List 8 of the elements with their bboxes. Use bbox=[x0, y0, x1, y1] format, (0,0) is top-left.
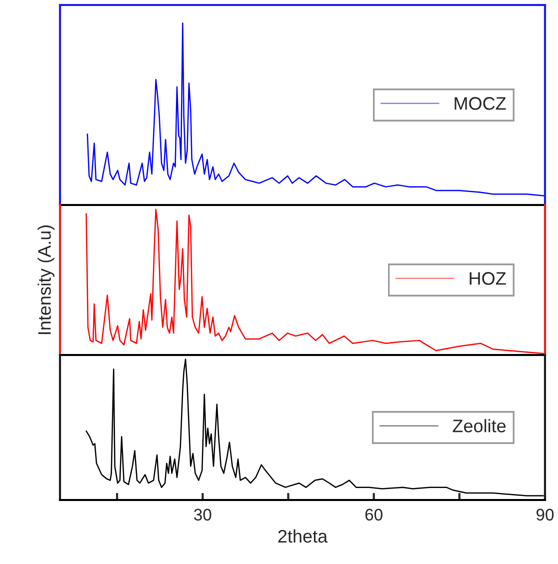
legend-label: MOCZ bbox=[454, 97, 506, 110]
y-axis-title: Intensity (A.u) bbox=[38, 225, 54, 334]
legend-label: HOZ bbox=[470, 272, 506, 285]
x-tick-label: 60 bbox=[365, 508, 382, 521]
x-tick-label: 30 bbox=[194, 508, 212, 521]
x-tick-label: 90 bbox=[536, 508, 554, 521]
legend-label: Zeolite bbox=[452, 419, 506, 432]
x-axis-title: 2theta bbox=[278, 529, 328, 543]
